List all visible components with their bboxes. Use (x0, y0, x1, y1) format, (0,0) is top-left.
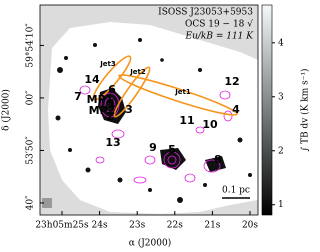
y-tick-label: 00″ (26, 90, 36, 105)
core-label: 5 (168, 143, 176, 156)
source-label: MP2 (89, 104, 116, 117)
colorbar-tick-label: 1 (278, 200, 284, 210)
title: ISOSS J23053+5953 (158, 8, 253, 18)
beam (42, 198, 52, 208)
y-tick-label: 59°54′10″ (26, 23, 36, 68)
x-axis-label: α (J2000) (129, 238, 171, 249)
core-label: 1 (108, 97, 116, 110)
map (40, 5, 258, 215)
x-tick-label: 22s (167, 221, 183, 231)
core-label: 8 (214, 153, 222, 166)
core-label: 9 (149, 141, 157, 154)
frame (39, 4, 259, 216)
colorbar-tick-label: 4 (278, 38, 284, 48)
core-label: 10 (202, 118, 218, 131)
x-tick-label: 24s (92, 221, 108, 231)
x-tick-label: 23s (129, 221, 145, 231)
core-label: 14 (84, 73, 100, 86)
source-label: MP1 (87, 93, 114, 106)
y-tick-label: 53′50″ (26, 136, 36, 165)
scalebar-label: 0.1 pc (222, 186, 250, 196)
contours (79, 85, 233, 184)
colorbar (261, 4, 273, 216)
colorbar-tick-label: 3 (278, 92, 284, 102)
colorbar-label: ∫ TB dv (K km s⁻¹) (300, 68, 311, 151)
core-label: 7 (74, 90, 82, 103)
jets (92, 55, 238, 118)
map-coverage (48, 22, 258, 214)
y-tick-label: 40″ (26, 195, 36, 210)
y-axis-label: δ (J2000) (1, 89, 12, 131)
x-tick-label: 20s (242, 221, 258, 231)
subtitle: Eu/kB = 111 K (185, 32, 255, 42)
jet-label: Jet2 (129, 68, 146, 76)
x-tick-label: 23h05m25s (35, 221, 89, 231)
core-label: 11 (179, 114, 194, 127)
subtitle: OCS 19 − 18 √ (185, 19, 253, 30)
core-label: 3 (125, 103, 133, 116)
core-label: 2 (106, 110, 114, 123)
jet-label: Jet1 (174, 88, 191, 96)
core-label: 4 (232, 103, 240, 116)
core-label: 6 (108, 83, 116, 96)
core-label: 12 (224, 75, 239, 88)
colorbar-tick-label: 2 (278, 146, 284, 156)
x-tick-label: 21s (204, 221, 220, 231)
core-label: 13 (105, 136, 120, 149)
jet-label: Jet3 (99, 60, 116, 68)
